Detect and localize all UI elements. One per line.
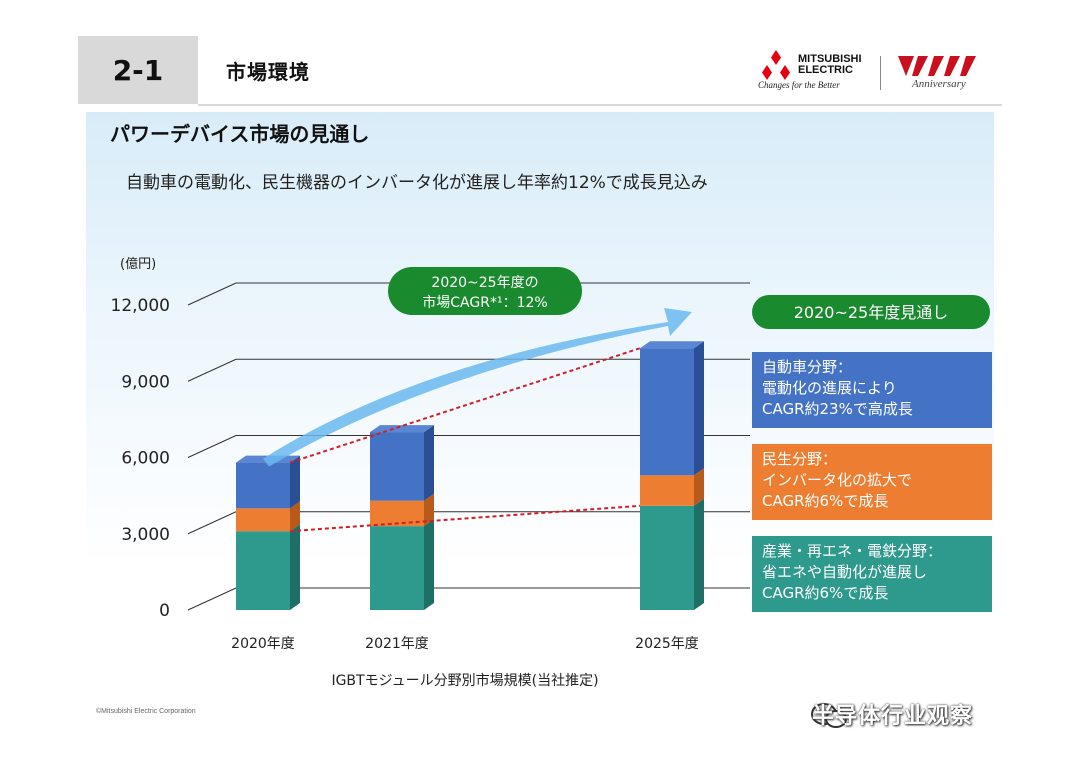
legend-text-consumer: 民生分野： (762, 450, 837, 468)
bar-side-automotive (694, 341, 704, 476)
bar-industrial (370, 526, 424, 610)
logo-name-line2: ELECTRIC (798, 64, 853, 76)
bar-top (370, 425, 434, 433)
copyright: ©Mitsubishi Electric Corporation (96, 708, 196, 715)
bar-side-consumer (424, 493, 434, 527)
outlook-title: 2020~25年度見通し (794, 303, 949, 322)
bar-side-industrial (694, 498, 704, 610)
bar-top (640, 341, 704, 349)
y-tick-label: 6,000 (121, 449, 170, 469)
logo-name: MITSUBISHI ELECTRIC (798, 54, 862, 76)
anniversary-stripes-icon (898, 56, 976, 76)
x-tick-label: 2020年度 (231, 636, 295, 652)
bar-automotive (370, 432, 424, 501)
panel-subtitle: 自動車の電動化、民生機器のインバータ化が進展し年率約12%で成長見込み (126, 173, 708, 193)
bar-side-consumer (290, 501, 300, 532)
y-unit-label: (億円) (120, 256, 156, 272)
legend-text-consumer: インバータ化の拡大で (762, 471, 912, 489)
legend-text-industrial: 産業・再エネ・電鉄分野： (762, 542, 942, 560)
legend-text-industrial: 省エネや自動化が進展し (762, 563, 927, 581)
bar-automotive (640, 348, 694, 476)
bar-side-automotive (424, 425, 434, 501)
section-title: 市場環境 (226, 60, 310, 84)
y-tick-label: 9,000 (121, 372, 170, 392)
bar-automotive (236, 462, 290, 509)
legend-box-industrial (752, 536, 992, 612)
watermark-text: 半导体行业观察 (812, 704, 974, 729)
panel-title: パワーデバイス市場の見通し (110, 122, 370, 146)
header-divider (198, 104, 1002, 106)
bar-industrial (640, 505, 694, 610)
section-number: 2-1 (78, 36, 198, 104)
growth-arrow (263, 308, 692, 467)
legend-text-industrial: CAGR約6%で成長 (762, 584, 888, 602)
header: 2-1 市場環境 MITSUBISHI ELECTRIC Changes for… (78, 36, 1002, 106)
logo-tagline: Changes for the Better (758, 80, 840, 90)
bar-side-industrial (290, 524, 300, 610)
cagr-line1: 2020~25年度の (431, 275, 538, 291)
x-tick-label: 2025年度 (635, 636, 699, 652)
y-tick-label: 0 (159, 601, 170, 621)
trend-line-industrial (289, 504, 641, 533)
bar-side-consumer (694, 468, 704, 506)
bar-side-automotive (290, 455, 300, 509)
outlook-title-box (752, 295, 990, 329)
legend-text-automotive: 電動化の進展により (762, 379, 897, 397)
y-tick-label: 3,000 (121, 525, 170, 545)
gridline-diag (187, 511, 237, 535)
legend-box-automotive (752, 352, 992, 428)
mitsubishi-logo: MITSUBISHI ELECTRIC Changes for the Bett… (758, 50, 868, 94)
bar-industrial (236, 531, 290, 610)
legend-box-consumer (752, 444, 992, 520)
cagr-callout (388, 267, 582, 315)
legend-text-automotive: 自動車分野： (762, 358, 852, 376)
anniversary-text: Anniversary (912, 78, 966, 90)
anniversary-logo: Anniversary (898, 54, 988, 94)
y-tick-label: 12,000 (111, 296, 170, 316)
wechat-icon (811, 703, 847, 728)
gridline-diag (187, 435, 237, 458)
logo-separator (880, 56, 881, 90)
gridline-diag (187, 358, 237, 382)
bar-consumer (236, 508, 290, 532)
x-tick-label: 2021年度 (365, 636, 429, 652)
bar-side-industrial (424, 519, 434, 610)
legend-text-consumer: CAGR約6%で成長 (762, 492, 888, 510)
bar-consumer (640, 475, 694, 506)
gridline-diag (187, 587, 237, 611)
cagr-line2: 市場CAGR*¹：12% (422, 294, 547, 311)
bar-consumer (370, 500, 424, 527)
three-diamonds-icon (762, 50, 790, 80)
x-axis-label: IGBTモジュール分野別市場規模(当社推定) (331, 672, 598, 689)
trend-line-total (289, 347, 641, 464)
gridline-diag (187, 282, 237, 306)
logo-name-line1: MITSUBISHI (798, 53, 862, 65)
legend-text-automotive: CAGR約23%で高成長 (762, 400, 913, 418)
